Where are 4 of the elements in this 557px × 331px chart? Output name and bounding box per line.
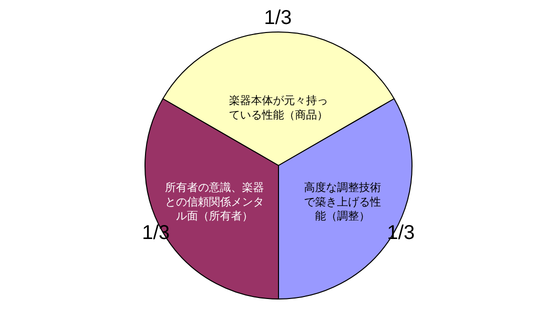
slice-label: 高度な調整技術で築き上げる性能（調整） — [304, 181, 381, 223]
slice-label: 所有者の意識、楽器との信頼関係メンタル面（所有者） — [165, 181, 264, 223]
data-label: 1/3 — [264, 7, 292, 29]
slice-label: 楽器本体が元々持っている性能（商品） — [229, 94, 328, 122]
